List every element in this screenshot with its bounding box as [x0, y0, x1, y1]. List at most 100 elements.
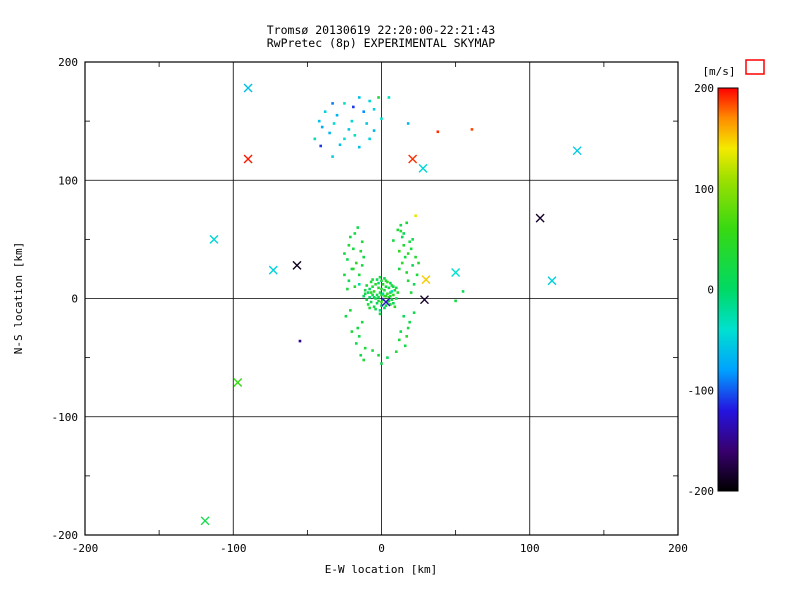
data-point-dot: [369, 300, 373, 304]
data-point-dot: [343, 137, 346, 141]
data-point-dot: [377, 299, 380, 303]
data-point-dot: [362, 358, 366, 362]
data-point-dot: [392, 301, 395, 305]
data-point-dot: [384, 285, 388, 288]
data-point-dot: [397, 267, 401, 271]
data-point-dot: [319, 144, 323, 148]
data-point-dot: [347, 279, 351, 283]
data-point-dot: [343, 273, 346, 277]
data-point-dot: [363, 288, 367, 292]
data-point-dot: [411, 264, 414, 267]
data-point-dot: [357, 96, 361, 99]
data-point-dot: [384, 279, 388, 283]
data-point-dot: [402, 232, 406, 235]
data-point-dot: [415, 273, 419, 277]
data-point-dot: [402, 243, 406, 247]
data-point-dot: [389, 303, 392, 306]
data-point-dot: [331, 102, 334, 105]
data-point-dot: [395, 297, 398, 300]
colorbar-bar: [717, 87, 739, 492]
colorbar-layer: 200 100 0 -100 -200: [688, 59, 765, 498]
data-point-dot: [349, 309, 352, 312]
data-point-dot: [338, 143, 342, 147]
data-point-dot: [381, 292, 385, 296]
data-point-dot: [372, 129, 376, 132]
data-point-dot: [365, 284, 368, 287]
data-point-dot: [380, 362, 383, 365]
data-point-cross: [209, 234, 219, 244]
data-point-dot: [470, 128, 474, 131]
data-point-dot: [390, 290, 394, 293]
data-point-dot: [389, 291, 392, 294]
data-point-dot: [395, 350, 398, 354]
data-point-dot: [369, 291, 373, 294]
data-point-dot: [375, 301, 379, 305]
data-point-dot: [346, 287, 349, 291]
data-point-dot: [399, 223, 403, 227]
data-point-dot: [332, 122, 336, 125]
data-point-dot: [377, 296, 380, 299]
data-point-dot: [390, 284, 394, 287]
data-point-dot: [350, 330, 354, 333]
data-point-dot: [405, 271, 409, 274]
data-point-dot: [384, 304, 388, 307]
colorbar-unit-label: [m/s]: [702, 65, 735, 78]
data-point-dot: [357, 145, 361, 149]
data-point-dot: [371, 278, 374, 281]
data-point-dot: [396, 291, 400, 294]
data-point-dot: [411, 238, 414, 241]
data-point-dot: [356, 226, 360, 229]
data-point-dot: [409, 247, 413, 251]
x-tick-label: -100: [220, 542, 247, 555]
data-point-dot: [414, 255, 417, 259]
data-point-dot: [383, 277, 386, 280]
x-tick-label: -200: [72, 542, 99, 555]
data-point-dot: [298, 339, 302, 343]
scatter-points-layer: [200, 83, 582, 526]
data-point-dot: [400, 235, 404, 239]
data-point-dot: [357, 283, 361, 286]
data-point-dot: [365, 298, 368, 301]
data-point-dot: [343, 252, 346, 255]
data-point-dot: [366, 291, 370, 294]
data-point-dot: [328, 131, 331, 135]
data-point-dot: [357, 273, 361, 277]
data-point-dot: [392, 285, 395, 288]
y-tick-label: 100: [58, 174, 78, 187]
data-point-dot: [359, 249, 363, 253]
data-point-dot: [363, 346, 367, 350]
data-point-dot: [381, 283, 385, 286]
data-point-dot: [395, 286, 398, 290]
data-point-dot: [403, 344, 407, 348]
x-tick-label: 100: [520, 542, 540, 555]
y-tick-label: -200: [52, 529, 79, 542]
data-point-dot: [377, 96, 380, 99]
data-point-dot: [371, 293, 374, 297]
data-point-dot: [392, 239, 395, 242]
data-point-dot: [399, 330, 403, 333]
data-point-dot: [392, 293, 395, 297]
data-point-dot: [362, 294, 366, 298]
plot-layer: -200 -100 0 100 200 -200 -100 0 100 200: [52, 56, 688, 555]
data-point-dot: [353, 232, 357, 235]
data-point-dot: [389, 281, 392, 285]
data-point-dot: [383, 294, 386, 298]
data-point-dot: [350, 267, 354, 271]
data-point-dot: [368, 287, 371, 291]
data-point-dot: [360, 320, 364, 324]
data-point-dot: [320, 125, 324, 129]
data-point-dot: [406, 279, 410, 283]
data-point-dot: [380, 117, 383, 121]
data-point-dot: [344, 314, 348, 318]
data-point-dot: [378, 275, 382, 279]
data-point-dot: [397, 338, 401, 342]
data-point-cross: [243, 154, 253, 164]
data-point-cross: [451, 267, 461, 277]
data-point-dot: [374, 297, 377, 300]
data-point-cross: [268, 265, 278, 275]
data-point-dot: [372, 290, 376, 293]
data-point-dot: [399, 229, 403, 233]
data-point-dot: [387, 96, 391, 99]
